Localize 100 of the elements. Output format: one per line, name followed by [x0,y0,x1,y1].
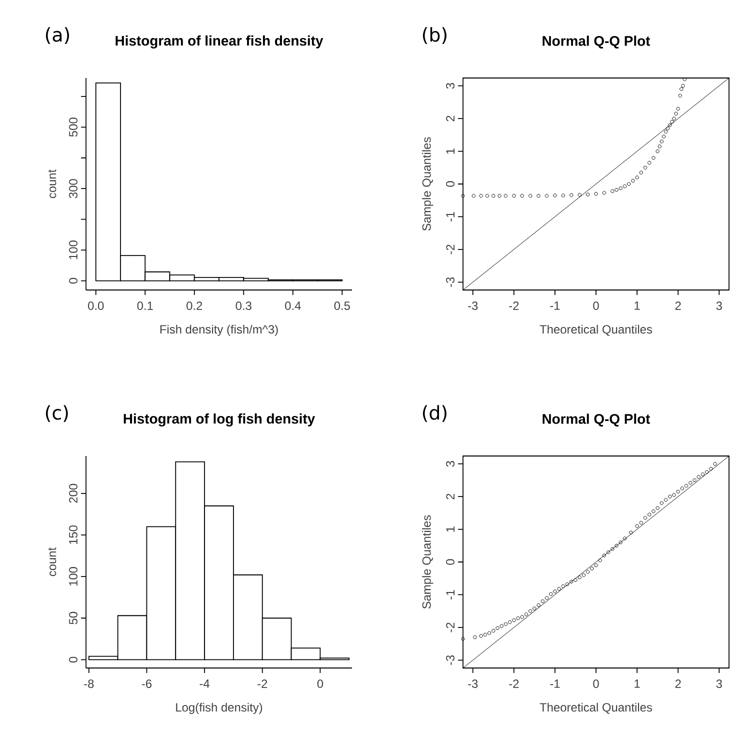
x-tick-label: 0.0 [88,302,104,310]
point [524,612,528,616]
point [648,160,652,165]
point [658,144,662,148]
point [582,573,586,577]
point [485,194,490,198]
point [660,501,664,505]
x-tick-label: 3 [716,302,722,310]
point [492,628,496,633]
point [662,134,666,138]
point [672,116,676,120]
point [512,618,516,622]
point [696,475,700,479]
point [578,192,582,197]
point [602,190,606,195]
x-tick-label: -3 [468,680,478,688]
x-tick-label: 0 [593,680,599,688]
point [664,130,668,134]
y-tick-label: 3 [446,83,454,89]
point [676,490,680,494]
y-tick-label: -3 [446,277,454,287]
x-tick-label: -2 [509,680,519,688]
point [681,84,685,88]
point [598,558,602,562]
point [618,540,622,544]
point [652,509,656,514]
point [635,524,639,528]
point [639,170,644,174]
x-tick-label: 3 [716,680,722,688]
point [688,480,692,485]
point [682,77,687,82]
y-tick-label: -3 [446,655,454,665]
point [590,566,594,570]
point [557,586,561,591]
y-tick-label: 150 [69,525,78,544]
x-axis-title: Theoretical Quantiles [540,702,652,714]
point [664,498,668,502]
x-tick-label: 0 [317,680,324,688]
point [578,576,582,580]
x-tick-label: 0 [593,302,599,310]
point [666,126,670,130]
y-tick-label: 1 [446,526,454,532]
y-tick-label: 200 [69,484,78,503]
point [520,194,524,198]
y-axis-title: count [48,547,56,576]
x-tick-label: -3 [468,302,478,310]
x-tick-label: 0.1 [137,302,153,310]
point [614,188,618,192]
x-tick-label: 1 [634,680,640,688]
point [680,486,684,490]
x-tick-label: -8 [84,680,94,688]
point [498,194,502,198]
text: (d) [422,405,446,422]
point [483,632,488,636]
point [574,578,578,582]
point [586,570,590,574]
x-tick-label: -4 [200,680,210,688]
point [709,466,713,471]
point [544,596,549,600]
y-tick-label: 0 [69,656,78,663]
y-tick-label: 500 [69,118,78,137]
point [540,599,544,604]
point [504,622,508,626]
chart-title: Normal Q-Q Plot [542,36,650,48]
point [668,123,672,127]
point [692,478,696,482]
y-axis-title: Sample Quantiles [422,137,434,231]
point [656,149,660,154]
x-tick-label: 0.2 [186,302,202,310]
y-tick-label: -2 [446,244,454,254]
point [684,484,688,488]
point [614,544,618,548]
point [461,194,465,198]
text: (a) [46,27,70,44]
point [472,194,476,198]
point [528,194,532,198]
y-tick-label: -1 [446,212,454,222]
x-tick-label: 0.4 [285,302,301,310]
point [678,94,682,98]
y-tick-label: 3 [446,461,454,467]
point [652,156,656,160]
point [520,615,524,619]
y-tick-label: -2 [446,622,454,632]
x-tick-label: 0.3 [236,302,252,310]
point [594,192,598,196]
x-axis-title: Log(fish density) [176,702,262,714]
point [553,590,557,594]
y-tick-label: 100 [69,567,78,586]
y-tick-label: 1 [446,148,454,154]
y-axis-title: Sample Quantiles [422,515,434,609]
y-tick-label: 50 [69,612,78,624]
point [561,194,566,198]
point [586,192,590,196]
point [516,616,520,620]
point [610,547,614,551]
point [496,626,500,630]
point [549,592,553,596]
chart-title: Histogram of linear fish density [116,35,324,48]
y-tick-label: 0 [69,278,78,284]
point [668,494,672,498]
